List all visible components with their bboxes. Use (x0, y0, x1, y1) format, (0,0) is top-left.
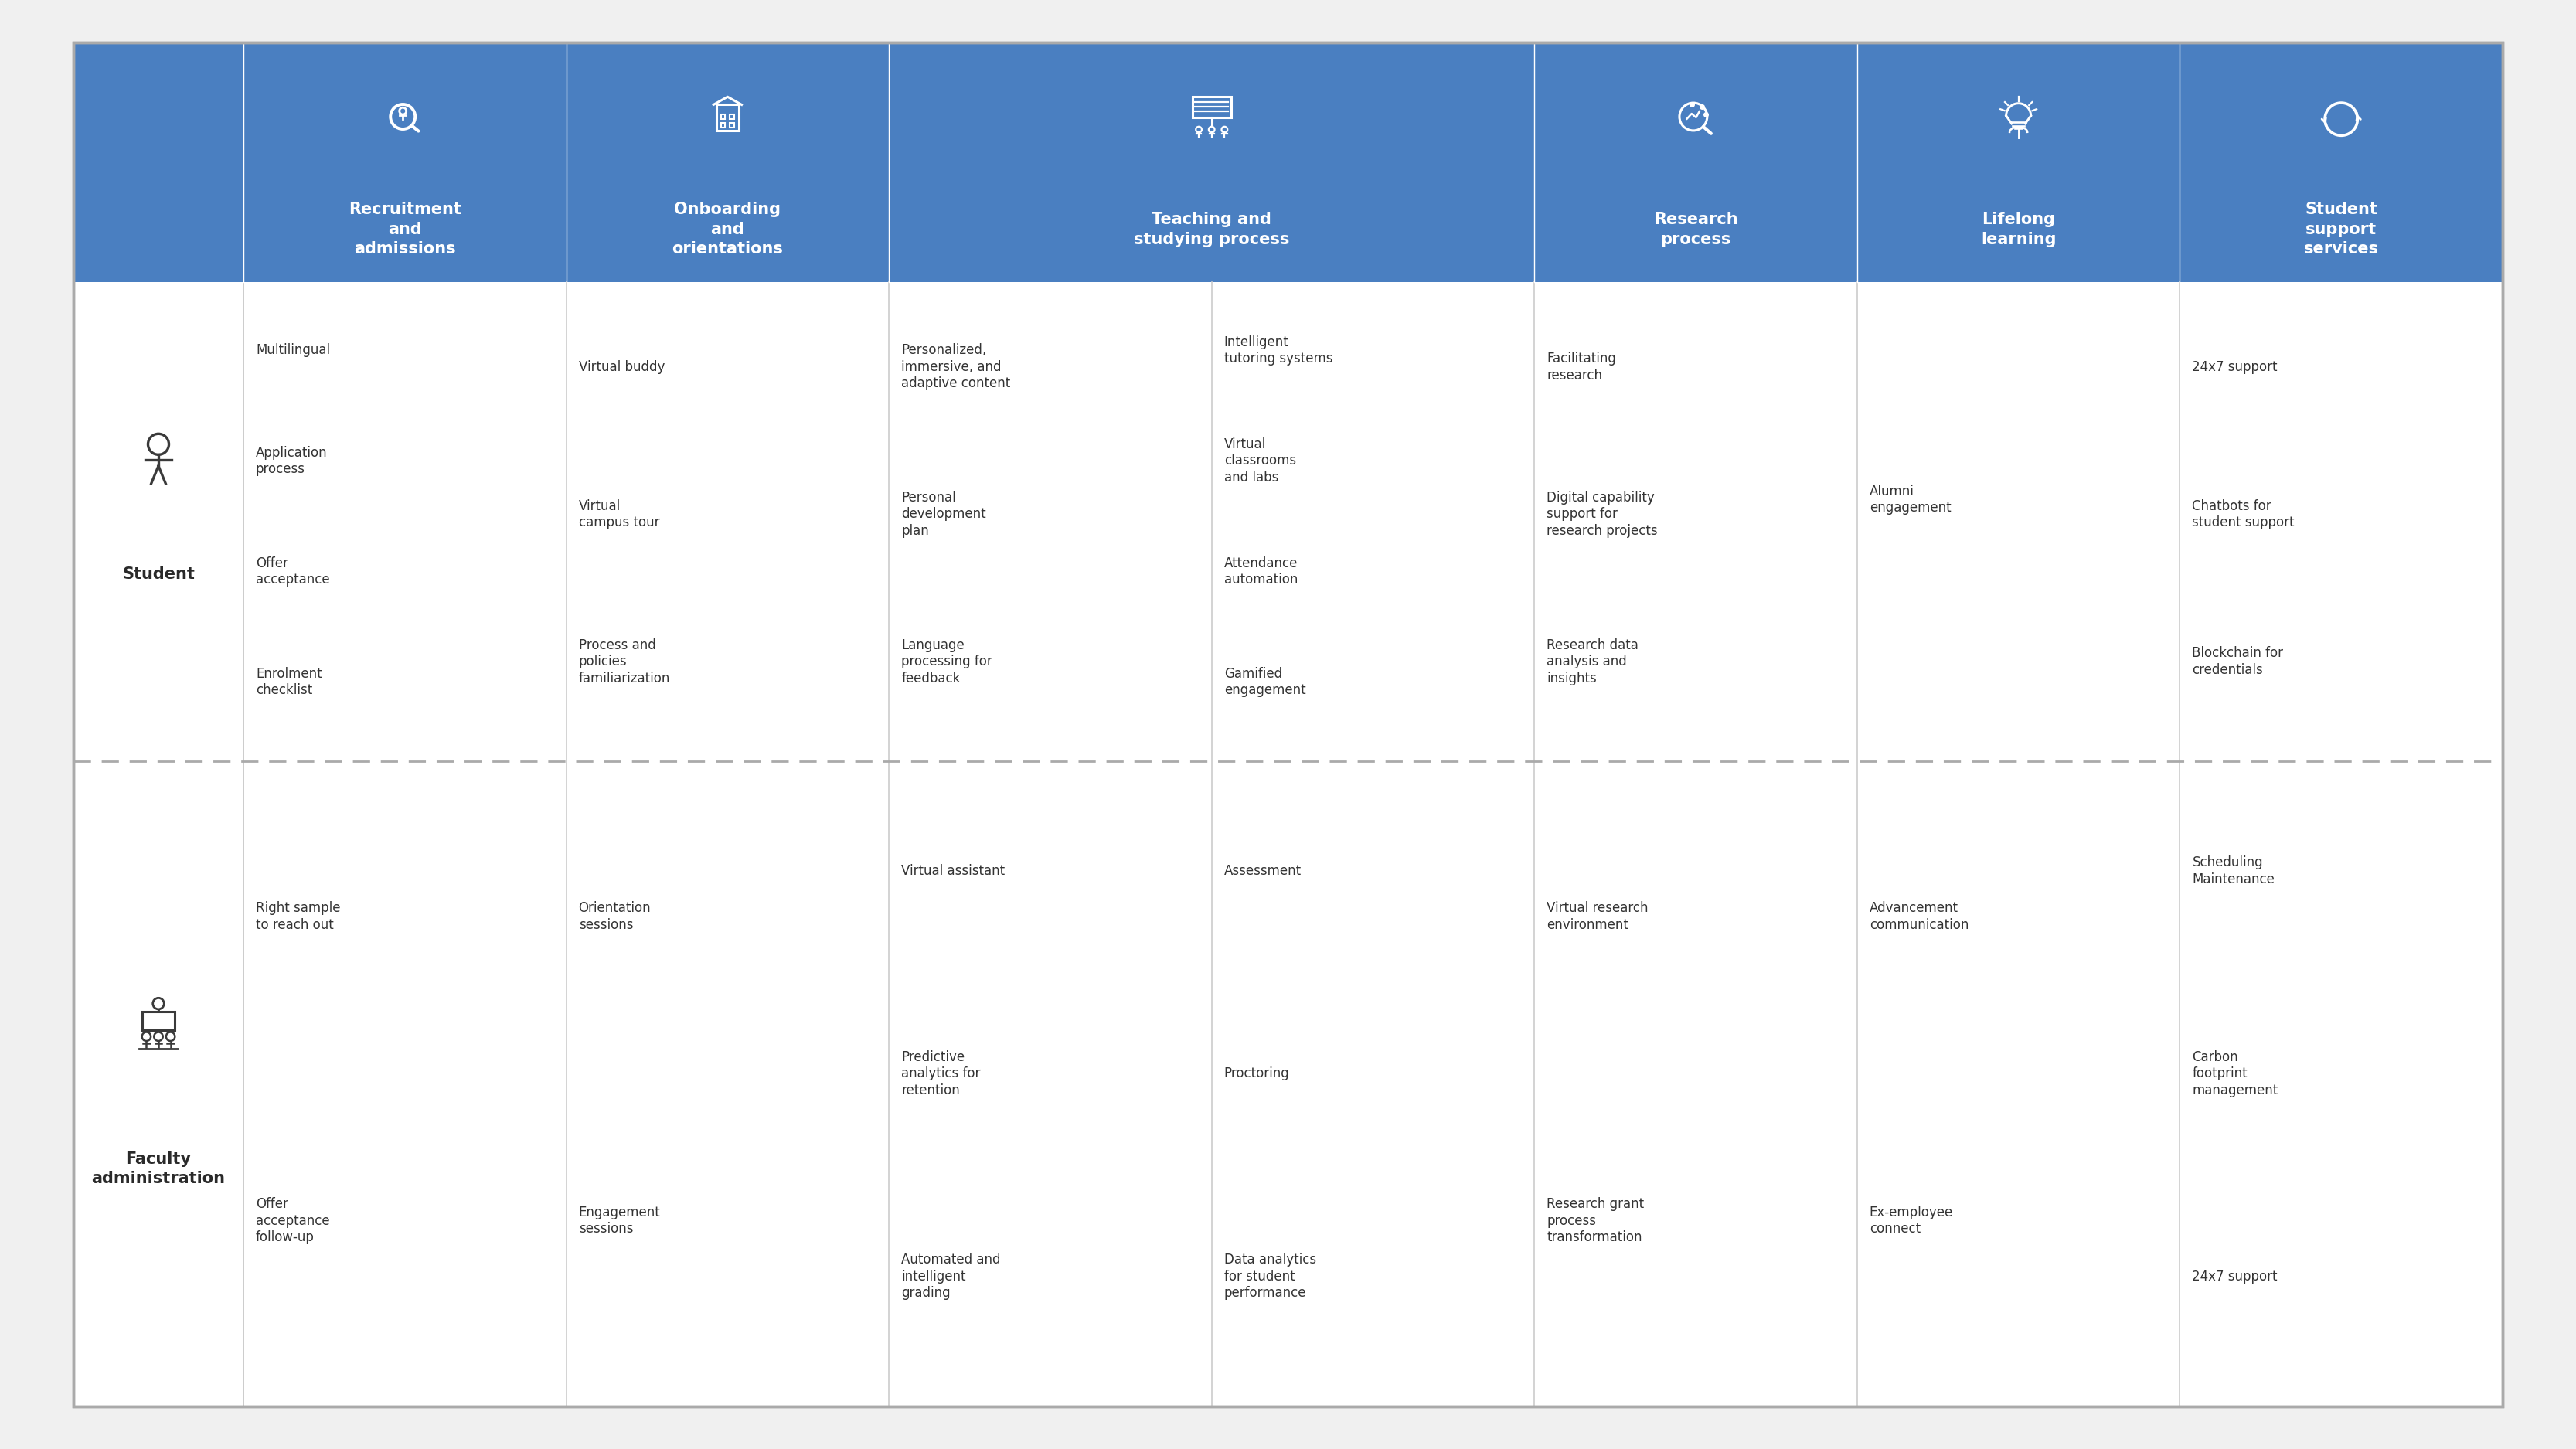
Text: Personalized,
immersive, and
adaptive content: Personalized, immersive, and adaptive co… (902, 343, 1010, 390)
Text: Scheduling
Maintenance: Scheduling Maintenance (2192, 856, 2275, 887)
Text: Right sample
to reach out: Right sample to reach out (255, 901, 340, 932)
Text: Engagement
sessions: Engagement sessions (580, 1206, 659, 1236)
Text: Intelligent
tutoring systems: Intelligent tutoring systems (1224, 335, 1332, 365)
Text: Virtual
campus tour: Virtual campus tour (580, 498, 659, 529)
Text: Orientation
sessions: Orientation sessions (580, 901, 652, 932)
Bar (75, 42, 2501, 283)
Text: Student
support
services: Student support services (2303, 201, 2378, 256)
Text: 24x7 support: 24x7 support (2192, 359, 2277, 374)
Bar (142, 1011, 175, 1030)
Text: Ex-employee
connect: Ex-employee connect (1870, 1206, 1953, 1236)
Text: Teaching and
studying process: Teaching and studying process (1133, 212, 1291, 246)
Text: Predictive
analytics for
retention: Predictive analytics for retention (902, 1051, 981, 1097)
Text: Virtual assistant: Virtual assistant (902, 864, 1005, 878)
Text: Offer
acceptance
follow-up: Offer acceptance follow-up (255, 1197, 330, 1245)
Bar (716, 104, 739, 130)
Text: Blockchain for
credentials: Blockchain for credentials (2192, 646, 2282, 677)
Text: Virtual research
environment: Virtual research environment (1546, 901, 1649, 932)
Text: Student: Student (121, 567, 196, 582)
Text: Enrolment
checklist: Enrolment checklist (255, 667, 322, 697)
Text: Alumni
engagement: Alumni engagement (1870, 484, 1950, 514)
Text: Facilitating
research: Facilitating research (1546, 352, 1615, 383)
Text: Personal
development
plan: Personal development plan (902, 491, 987, 538)
Text: Research
process: Research process (1654, 212, 1739, 246)
Text: Process and
policies
familiarization: Process and policies familiarization (580, 638, 670, 685)
Text: Application
process: Application process (255, 446, 327, 477)
Text: Gamified
engagement: Gamified engagement (1224, 667, 1306, 697)
Bar (729, 123, 734, 128)
Text: Virtual buddy: Virtual buddy (580, 359, 665, 374)
Bar (721, 123, 726, 128)
Text: Carbon
footprint
management: Carbon footprint management (2192, 1051, 2277, 1097)
Bar (729, 114, 734, 119)
Text: Faculty
administration: Faculty administration (93, 1152, 224, 1187)
Text: Lifelong
learning: Lifelong learning (1981, 212, 2056, 246)
Text: Data analytics
for student
performance: Data analytics for student performance (1224, 1253, 1316, 1300)
Text: Multilingual: Multilingual (255, 343, 330, 358)
Text: Offer
acceptance: Offer acceptance (255, 556, 330, 587)
Text: Chatbots for
student support: Chatbots for student support (2192, 498, 2295, 529)
Text: Assessment: Assessment (1224, 864, 1301, 878)
Text: Language
processing for
feedback: Language processing for feedback (902, 638, 992, 685)
Text: Advancement
communication: Advancement communication (1870, 901, 1968, 932)
Text: Attendance
automation: Attendance automation (1224, 556, 1298, 587)
Bar (1193, 97, 1231, 117)
Text: Digital capability
support for
research projects: Digital capability support for research … (1546, 491, 1659, 538)
Text: Proctoring: Proctoring (1224, 1066, 1291, 1081)
Text: Research grant
process
transformation: Research grant process transformation (1546, 1197, 1643, 1245)
Text: 24x7 support: 24x7 support (2192, 1269, 2277, 1284)
Bar (721, 114, 726, 119)
Text: Recruitment
and
admissions: Recruitment and admissions (348, 201, 461, 256)
Text: Virtual
classrooms
and labs: Virtual classrooms and labs (1224, 438, 1296, 484)
Text: Onboarding
and
orientations: Onboarding and orientations (672, 201, 783, 256)
Text: Automated and
intelligent
grading: Automated and intelligent grading (902, 1253, 999, 1300)
Text: Research data
analysis and
insights: Research data analysis and insights (1546, 638, 1638, 685)
